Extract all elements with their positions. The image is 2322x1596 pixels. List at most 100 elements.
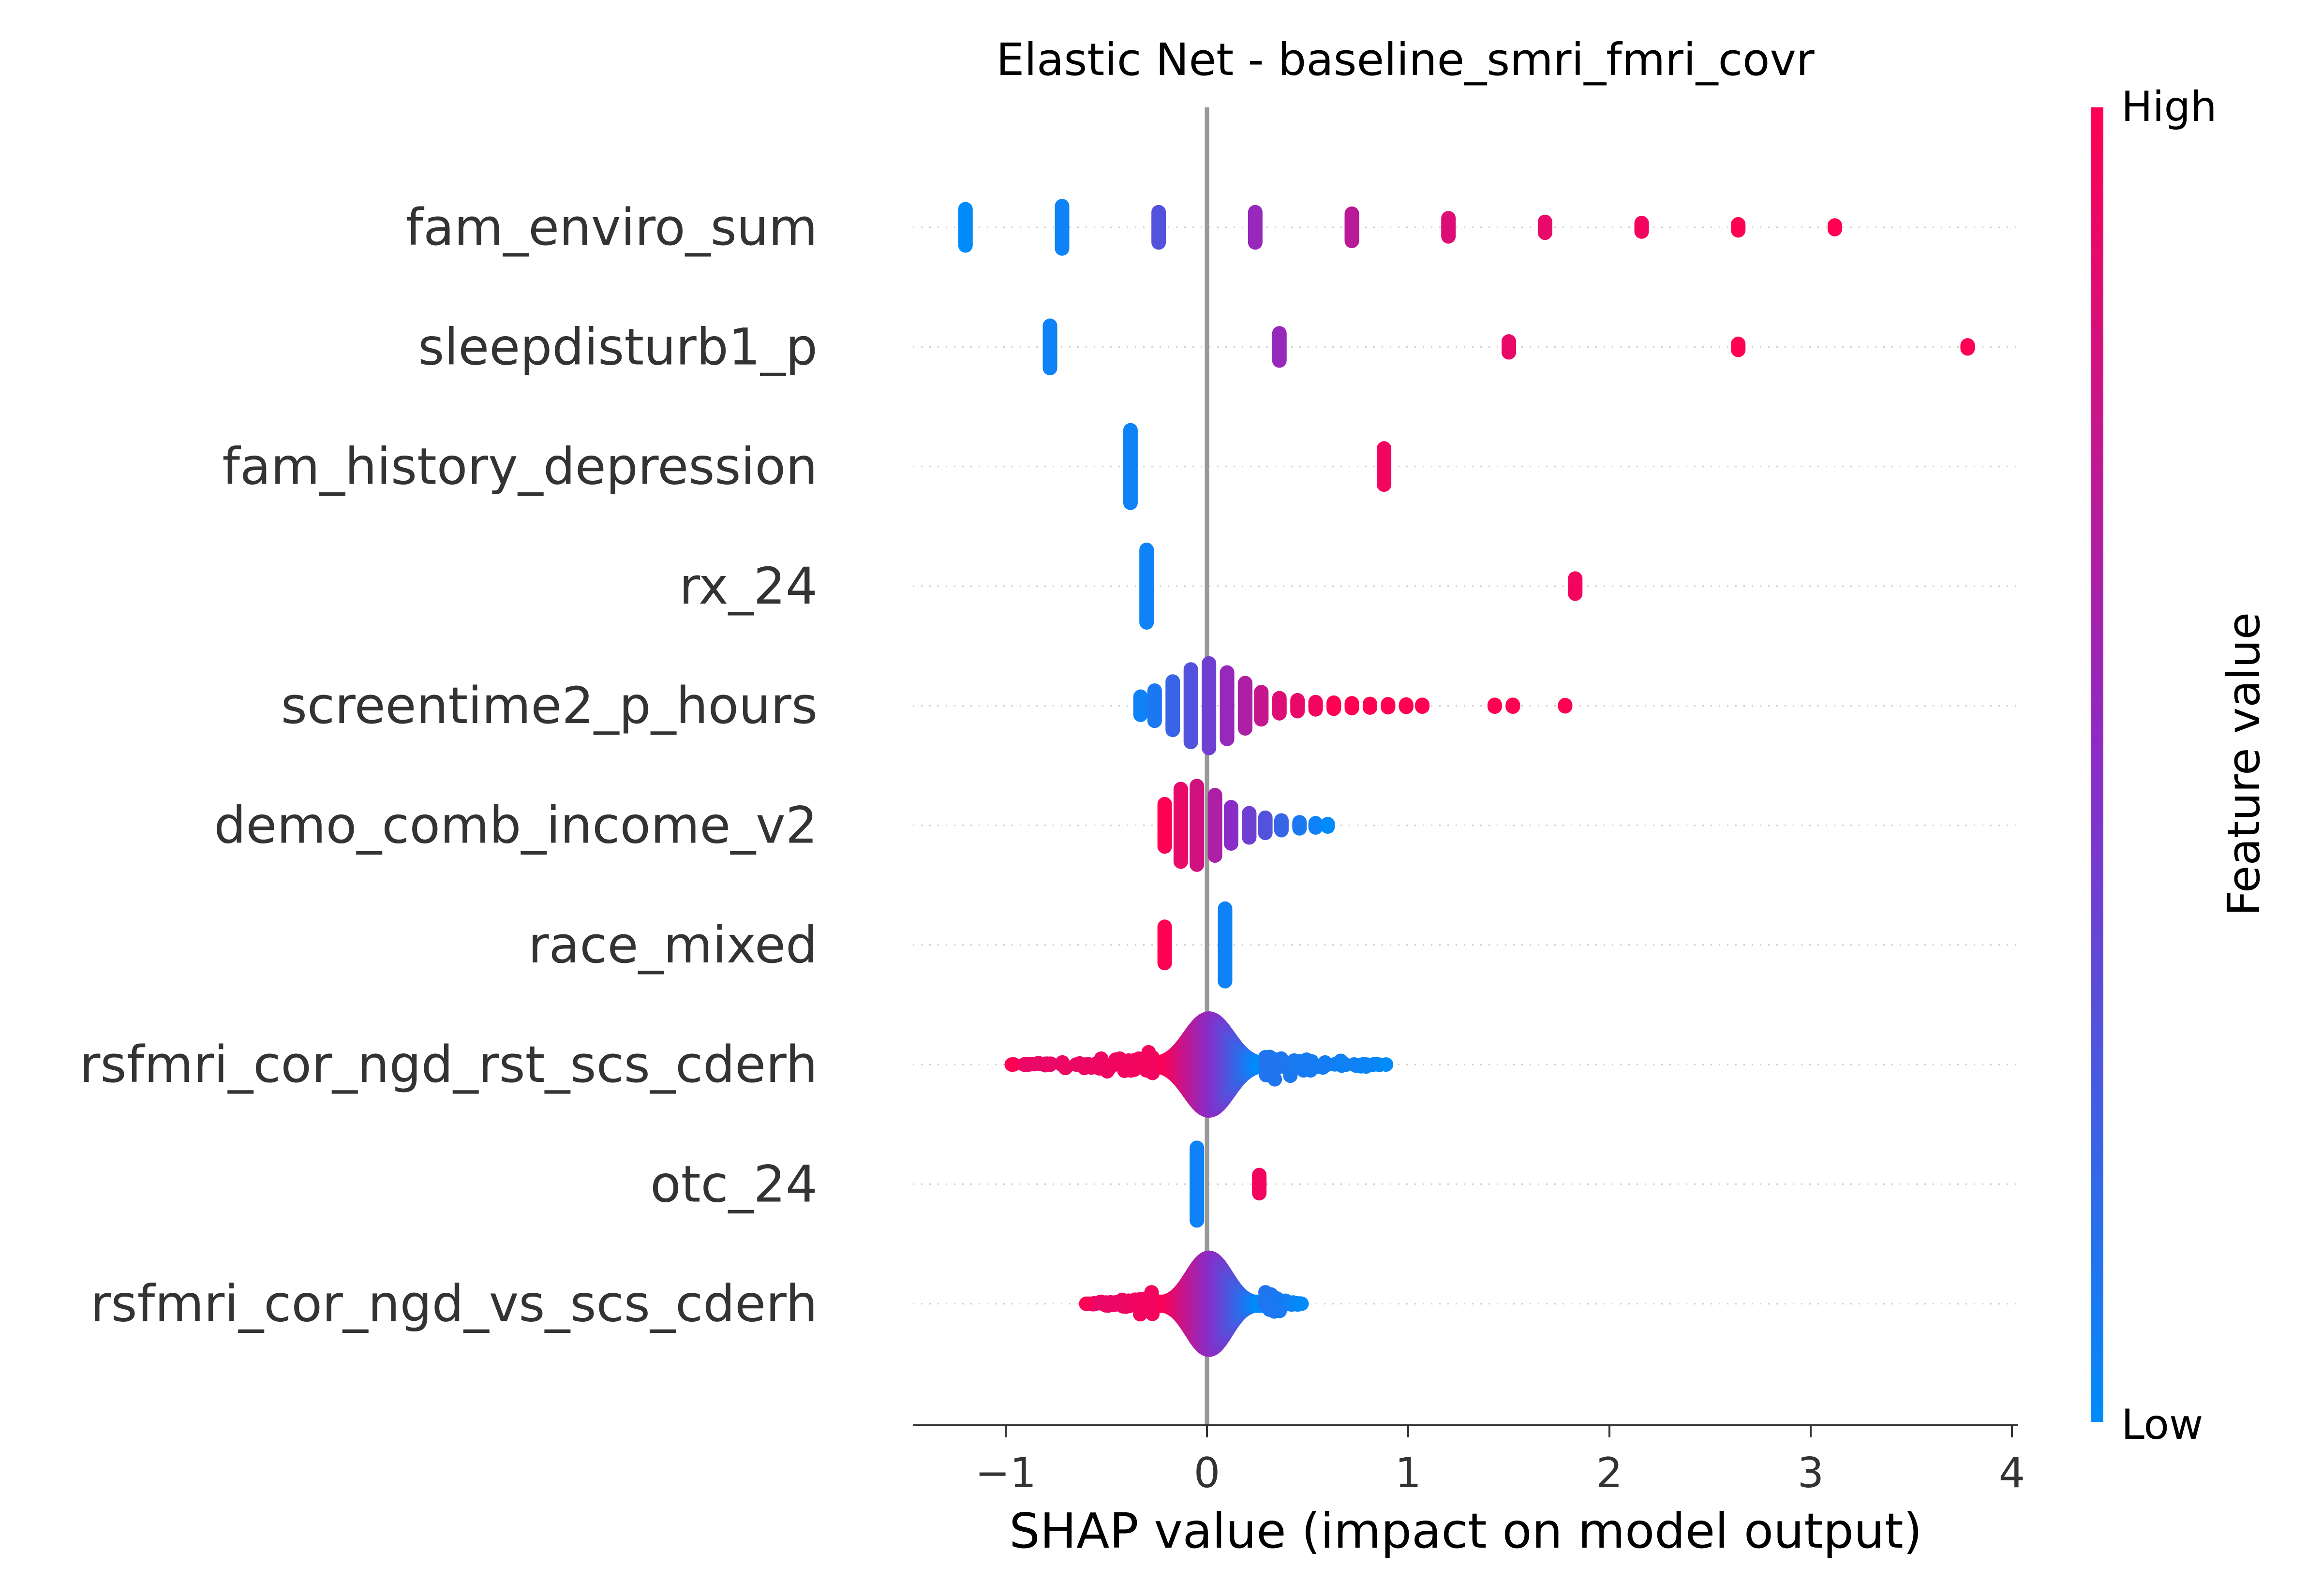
shap-cluster [1218,901,1233,989]
feature-label: sleepdisturb1_p [418,317,818,376]
shap-cluster [1827,218,1842,236]
feature-labels: fam_enviro_sum sleepdisturb1_p fam_history… [80,198,818,1333]
shap-cluster [1344,696,1359,716]
shap-cluster [1139,542,1154,630]
colorbar-gradient [2091,107,2103,1422]
shap-cluster [1272,326,1287,368]
shap-point [1055,1058,1070,1073]
shap-cluster [1254,685,1269,727]
shap-cluster [1290,693,1305,719]
shap-point [1079,1296,1094,1311]
shap-cluster [1133,689,1148,722]
shap-point [1080,1056,1095,1071]
shap-point [1126,1058,1141,1073]
colorbar-low-label: Low [2121,1401,2203,1449]
shap-cluster [1042,318,1057,376]
x-tick-label: 0 [1194,1449,1221,1497]
shap-cluster [1151,205,1166,250]
shap-cluster [1558,697,1573,714]
x-ticks: −1 0 1 2 3 4 [975,1425,2025,1497]
shap-cluster [1634,216,1649,239]
shap-cluster [1252,1167,1267,1201]
feature-label: demo_comb_income_v2 [214,796,818,855]
feature-label: otc_24 [650,1154,818,1213]
shap-point [1042,1057,1057,1072]
feature-gridlines [913,226,2018,1305]
x-axis: −1 0 1 2 3 4 SHAP value (impact on model outp… [913,1424,2025,1559]
shap-cluster [1415,697,1430,714]
shap-point [1145,1306,1160,1321]
shap-point [1269,1293,1284,1308]
shap-cluster [1238,676,1253,736]
shap-cluster [1441,211,1456,244]
shap-point [1334,1058,1349,1073]
colorbar: High Low Feature value [2091,83,2270,1449]
colorbar-high-label: High [2121,83,2217,131]
shap-point [1132,1292,1147,1307]
shap-cluster [1258,810,1273,841]
shap-cluster [1308,695,1323,717]
shap-cluster [1568,571,1583,601]
shap-cluster [1537,214,1552,240]
shap-cluster [1381,697,1396,715]
shap-cluster [1165,674,1180,738]
shap-cluster [1344,206,1359,249]
shap-point [1104,1059,1119,1074]
shap-cluster [1207,788,1222,863]
shap-point [1297,1055,1312,1070]
shap-cluster [1731,217,1746,238]
x-tick-label: 4 [1999,1449,2025,1497]
shap-cluster [1399,697,1414,714]
shap-cluster [1190,1140,1205,1228]
feature-label: fam_enviro_sum [406,198,818,257]
shap-point [1309,1059,1324,1074]
shap-cluster [1242,806,1257,845]
shap-cluster [1202,656,1217,755]
x-axis-label: SHAP value (impact on model output) [1009,1503,1922,1559]
shap-point [1145,1292,1160,1307]
feature-label: rsfmri_cor_ngd_rst_scs_cderh [80,1035,818,1094]
shap-cluster [1362,696,1377,715]
shap-cluster [1320,817,1335,834]
shap-cluster [1502,334,1516,360]
shap-cluster [958,202,973,253]
shap-cluster [1190,779,1205,872]
shap-point [1141,1046,1156,1061]
shap-cluster [1731,337,1746,357]
feature-label: screentime2_p_hours [281,676,818,735]
shap-cluster [1274,813,1289,838]
shap-point [1023,1057,1038,1072]
x-tick-label: 3 [1798,1449,1824,1497]
shap-point [1259,1052,1274,1067]
x-tick-label: 1 [1395,1449,1422,1497]
shap-point [1101,1298,1116,1313]
shap-cluster [1308,816,1323,835]
shap-cluster [1487,697,1502,714]
shap-cluster [1505,697,1520,714]
feature-label: rx_24 [679,557,818,616]
shap-point [1379,1057,1394,1072]
x-tick-label: 2 [1596,1449,1623,1497]
shap-points [958,199,1975,1357]
feature-label: rsfmri_cor_ngd_vs_scs_cderh [90,1274,818,1333]
x-tick-label: −1 [975,1449,1037,1497]
shap-cluster [1123,423,1138,510]
shap-cluster [1223,800,1238,851]
shap-cluster [1157,919,1172,971]
shap-cluster [1183,662,1198,750]
feature-label: race_mixed [528,916,818,975]
shap-cluster [1272,691,1287,721]
shap-point [1138,1059,1153,1074]
shap-cluster [1377,441,1392,492]
shap-point [1004,1057,1019,1072]
shap-point [1092,1061,1107,1076]
shap-point [1294,1296,1309,1311]
shap-cluster [1173,782,1188,869]
shap-cluster [1220,665,1235,746]
shap-cluster [1960,338,1975,356]
shap-cluster [1326,695,1341,716]
colorbar-title: Feature value [2218,612,2270,916]
shap-cluster [1248,205,1263,250]
shap-cluster [1147,683,1162,728]
